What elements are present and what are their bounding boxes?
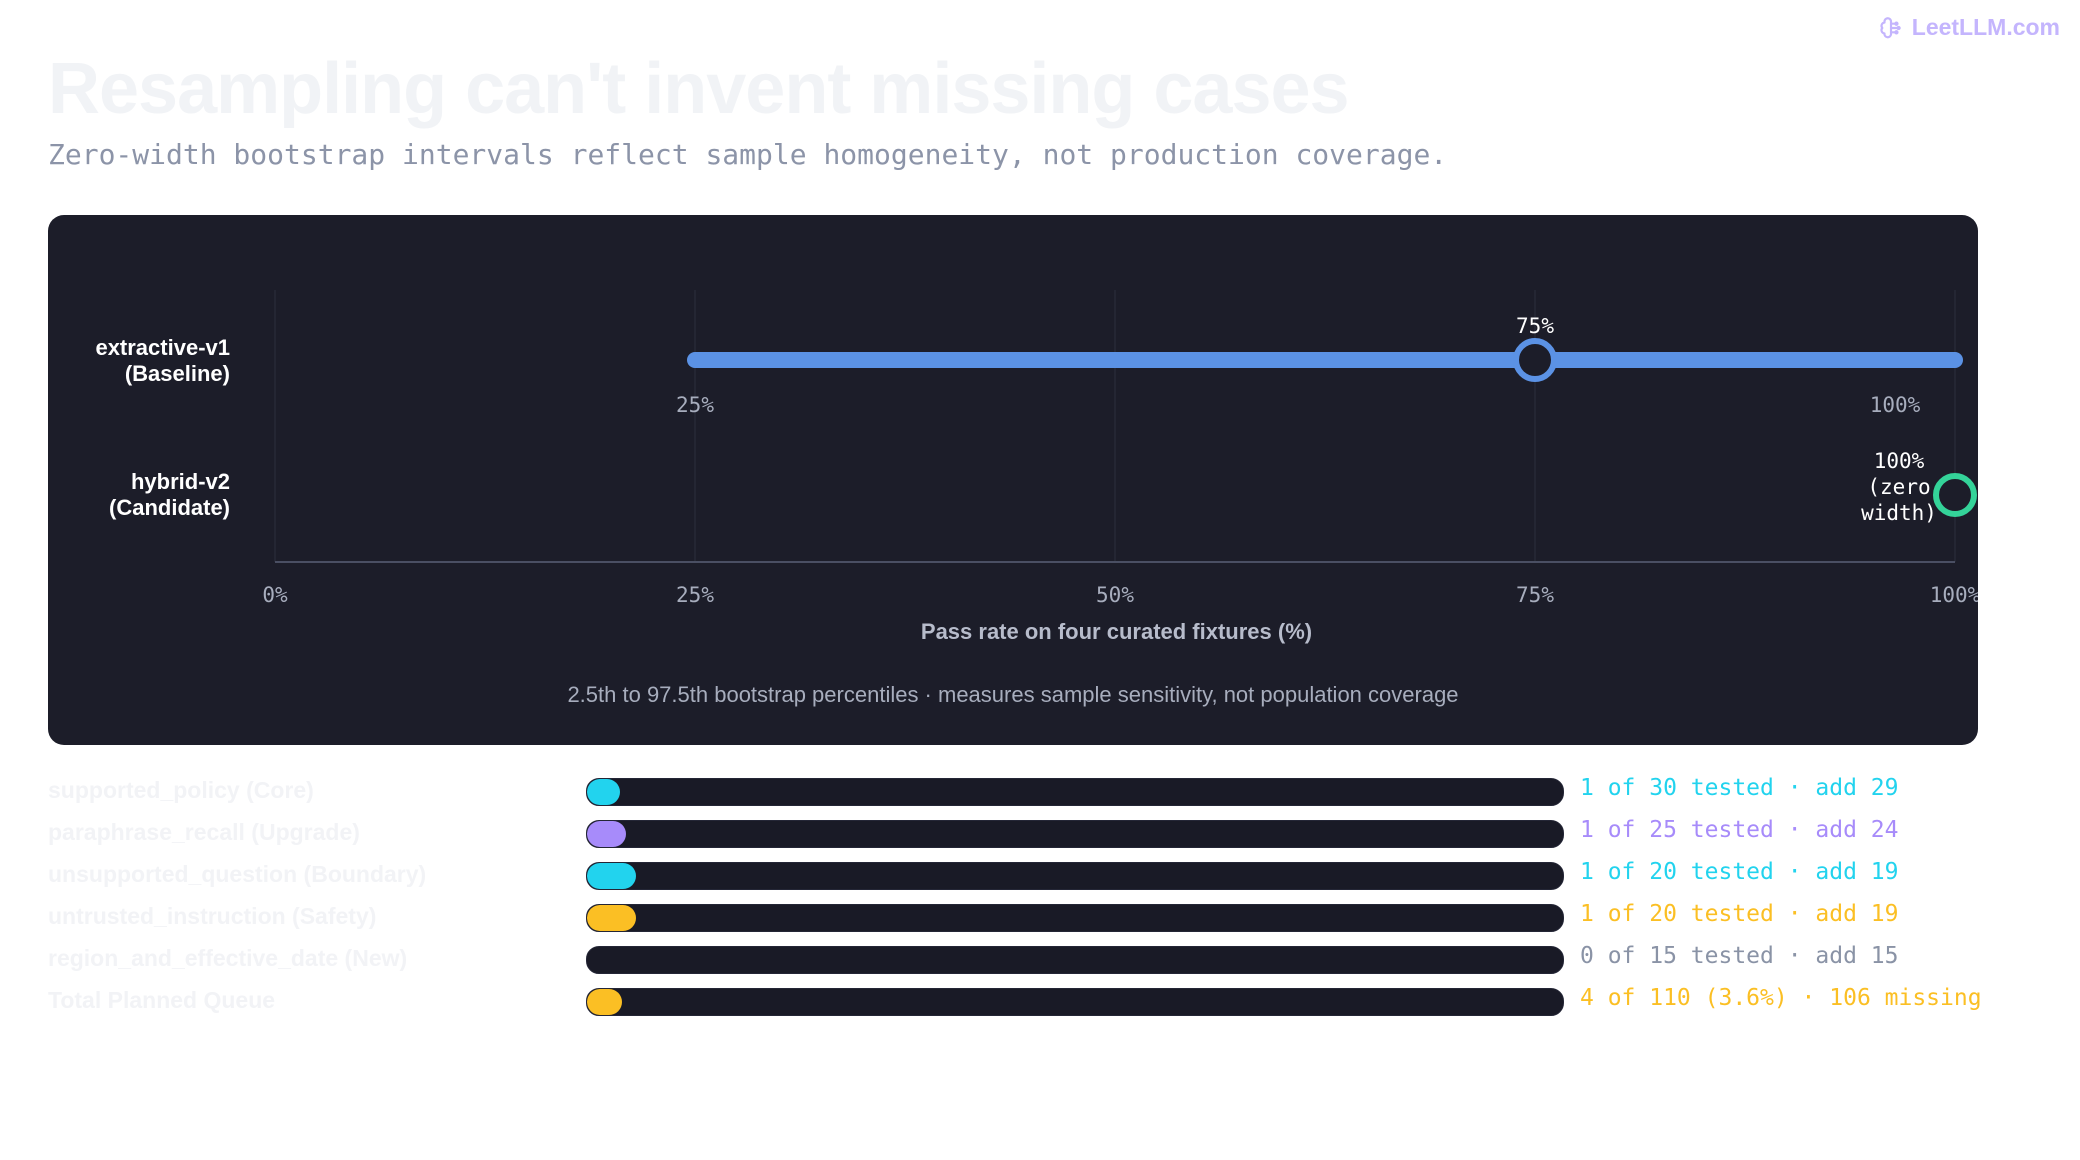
x-tick-label: 50% — [1096, 583, 1134, 607]
x-tick-label: 75% — [1516, 583, 1554, 607]
coverage-row: region_and_effective_date (New) 0 of 15 t… — [48, 943, 2048, 985]
x-tick-label: 0% — [262, 583, 288, 607]
chart-footnote: 2.5th to 97.5th bootstrap percentiles · … — [567, 682, 1459, 707]
row-label-candidate-role: (Candidate) — [109, 495, 230, 520]
point-estimate-candidate — [1933, 473, 1977, 517]
coverage-note: 1 of 20 tested · add 19 — [1580, 859, 1899, 885]
point-label-candidate: 100% — [1874, 449, 1925, 473]
coverage-bar — [587, 821, 627, 847]
coverage-label: supported_policy (Core) — [48, 777, 314, 803]
coverage-label: paraphrase_recall (Upgrade) — [48, 819, 360, 845]
coverage-track — [586, 904, 1564, 932]
coverage-note: 1 of 20 tested · add 19 — [1580, 901, 1899, 927]
coverage-label: untrusted_instruction (Safety) — [48, 903, 377, 929]
brand-name: LeetLLM.com — [1911, 14, 2060, 40]
coverage-bar — [587, 863, 636, 889]
row-label-candidate-name: hybrid-v2 — [130, 469, 230, 494]
point-estimate-baseline — [1513, 338, 1557, 382]
coverage-bar-chart: supported_policy (Core) 1 of 30 tested · … — [48, 775, 2048, 1027]
page-title: Resampling can't invent missing cases — [48, 49, 1350, 129]
interval-high-label: 100% — [1870, 393, 1921, 417]
coverage-row: unsupported_question (Boundary) 1 of 20 t… — [48, 859, 2048, 901]
coverage-row: Total Planned Queue 4 of 110 (3.6%) · 106… — [48, 985, 2048, 1027]
point-label-candidate: width) — [1861, 501, 1937, 525]
point-label-baseline: 75% — [1516, 314, 1554, 338]
coverage-label: region_and_effective_date (New) — [48, 945, 408, 971]
x-axis-label: Pass rate on four curated fixtures (%) — [920, 619, 1313, 644]
coverage-bar — [587, 905, 636, 931]
x-tick-label: 25% — [676, 583, 714, 607]
coverage-note: 1 of 25 tested · add 24 — [1580, 817, 1899, 843]
x-tick-label: 100% — [1930, 583, 1978, 607]
coverage-track — [586, 988, 1564, 1016]
coverage-row: paraphrase_recall (Upgrade) 1 of 25 teste… — [48, 817, 2048, 859]
brand-logo: LeetLLM.com — [1878, 14, 2060, 41]
coverage-track — [586, 862, 1564, 890]
row-label-baseline-name: extractive-v1 — [95, 335, 230, 360]
point-label-candidate: (zero — [1867, 475, 1930, 499]
coverage-track — [586, 778, 1564, 806]
page-subtitle: Zero-width bootstrap intervals reflect s… — [48, 138, 1448, 171]
interval-low-label: 25% — [676, 393, 714, 417]
coverage-note: 4 of 110 (3.6%) · 106 missing — [1580, 985, 1982, 1011]
row-label-candidate: hybrid-v2 (Candidate) — [109, 469, 230, 521]
coverage-note: 0 of 15 tested · add 15 — [1580, 943, 1899, 969]
interval-chart-panel: 0% 25% 50% 75% 100% 75% 25% 100% 100% (zero width)… — [48, 215, 1978, 745]
row-label-baseline: extractive-v1 (Baseline) — [95, 335, 230, 387]
coverage-label: unsupported_question (Boundary) — [48, 861, 427, 887]
coverage-track — [586, 946, 1564, 974]
coverage-note: 1 of 30 tested · add 29 — [1580, 775, 1899, 801]
coverage-track — [586, 820, 1564, 848]
coverage-bar — [587, 989, 623, 1015]
coverage-row: supported_policy (Core) 1 of 30 tested · … — [48, 775, 2048, 817]
row-label-baseline-role: (Baseline) — [124, 361, 230, 386]
coverage-bar — [587, 779, 620, 805]
brain-icon — [1880, 16, 1901, 38]
coverage-label: Total Planned Queue — [48, 987, 276, 1013]
coverage-row: untrusted_instruction (Safety) 1 of 20 te… — [48, 901, 2048, 943]
